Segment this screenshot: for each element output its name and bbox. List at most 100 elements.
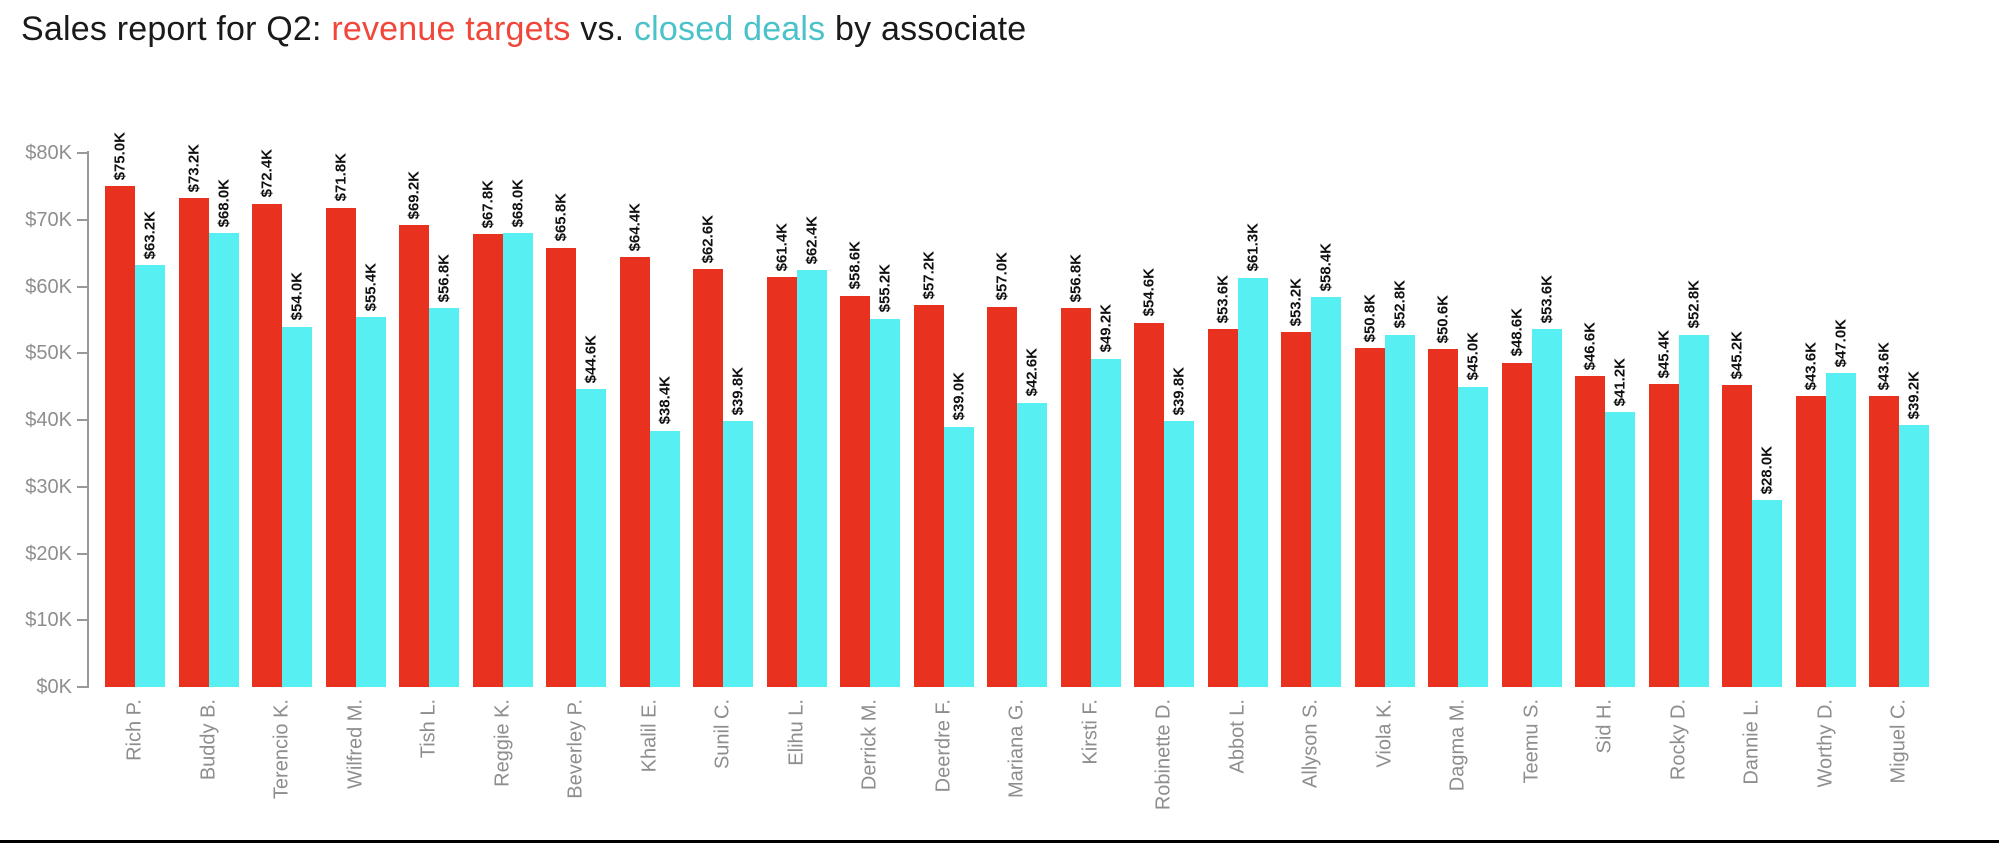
x-axis-label: Tish L.: [417, 699, 440, 759]
bar-value-label: $65.8K: [552, 193, 570, 242]
bar-value-label: $55.4K: [362, 262, 379, 312]
bar-value-label: $61.4K: [773, 222, 790, 272]
y-axis-tick: [77, 552, 88, 555]
bar-revenue-target: $75.0K: [105, 132, 135, 687]
bar-closed-deal: $42.6K: [1017, 348, 1047, 687]
title-segment: revenue targets: [331, 10, 571, 48]
bar-closed-deal: $68.0K: [502, 179, 533, 687]
bar-revenue-target: $48.6K: [1501, 308, 1532, 687]
bar-revenue-target: $50.6K: [1428, 295, 1458, 687]
bar-value-label: $52.8K: [1391, 280, 1408, 329]
x-axis-label: Robinette D.: [1152, 699, 1175, 811]
bar-revenue-target: $62.6K: [693, 215, 723, 687]
bar-value-label: $45.2K: [1728, 330, 1746, 380]
bottom-border-line: [0, 840, 1999, 843]
bar-revenue-target: $43.6K: [1795, 342, 1826, 687]
y-axis-tick-label: $10K: [25, 609, 72, 632]
bar-value-label: $69.2K: [405, 170, 423, 220]
bar-revenue-target: $64.4K: [619, 203, 650, 687]
bar-group: $45.2K $28.0K Dannie L.: [1722, 153, 1782, 785]
bar-value-label: $39.0K: [950, 372, 967, 421]
bar-group: $56.8K $49.2K Kirsti F.: [1060, 153, 1121, 765]
bar-group: $46.6K $41.2K Sid H.: [1575, 153, 1635, 753]
bar-closed-deal: $39.2K: [1899, 371, 1929, 687]
x-axis-label: Wilfred M.: [344, 699, 366, 789]
bar-group: $50.6K $45.0K Dagma M.: [1428, 153, 1488, 791]
y-axis-tick-label: $70K: [25, 208, 72, 231]
y-axis-tick: [77, 218, 88, 221]
bar-group: $50.8K $52.8K Viola K.: [1354, 153, 1415, 768]
y-axis-tick-label: $80K: [25, 142, 72, 164]
bar-value-label: $57.2K: [920, 250, 937, 300]
bar-value-label: $53.6K: [1214, 274, 1231, 324]
y-axis-tick-label: $60K: [25, 275, 72, 298]
bar-closed-deal: $68.0K: [208, 179, 239, 687]
bar-closed-deal: $53.6K: [1531, 275, 1562, 687]
x-axis-label: Sunil C.: [711, 699, 734, 770]
x-axis-label: Khalil E.: [638, 699, 660, 773]
bar-value-label: $53.6K: [1538, 274, 1555, 324]
bar-group: $72.4K $54.0K Terencio K.: [252, 149, 312, 799]
bar-value-label: $53.2K: [1287, 277, 1305, 326]
y-axis-tick-label: $20K: [25, 542, 72, 565]
bar-closed-deal: $58.4K: [1311, 243, 1341, 687]
bar-group: $71.8K $55.4K Wilfred M.: [325, 153, 386, 789]
x-axis-label: Viola K.: [1373, 699, 1395, 768]
bar-group: $73.2K $68.0K Buddy B.: [178, 144, 239, 780]
x-axis-label: Terencio K.: [270, 699, 293, 800]
bar-value-label: $39.8K: [729, 366, 747, 416]
y-axis-tick: [77, 285, 88, 288]
bar-revenue-target: $73.2K: [178, 144, 209, 687]
bar-revenue-target: $72.4K: [252, 149, 282, 687]
bar-value-label: $71.8K: [332, 153, 349, 202]
y-axis-line: [87, 151, 89, 688]
bar-value-label: $50.6K: [1434, 294, 1452, 344]
bar-closed-deal: $56.8K: [429, 254, 459, 687]
bar-value-label: $67.8K: [479, 180, 496, 229]
bar-value-label: $42.6K: [1023, 348, 1041, 397]
x-axis-label: Buddy B.: [197, 699, 219, 781]
x-axis-label: Abbot L.: [1226, 699, 1248, 774]
bar-closed-deal: $52.8K: [1384, 280, 1415, 687]
x-axis-label: Mariana G.: [1005, 699, 1028, 798]
bar-value-label: $64.4K: [626, 202, 643, 252]
bar-revenue-target: $43.6K: [1869, 342, 1899, 687]
bar-revenue-target: $53.6K: [1207, 275, 1238, 687]
bar-revenue-target: $46.6K: [1575, 322, 1605, 687]
title-segment: Sales report for Q2:: [21, 10, 332, 48]
bar-revenue-target: $53.2K: [1281, 278, 1311, 687]
bar-group: $43.6K $39.2K Miguel C.: [1869, 153, 1929, 783]
bar-closed-deal: $63.2K: [135, 211, 165, 687]
bar-value-label: $62.6K: [699, 214, 717, 264]
bar-value-label: $43.6K: [1875, 341, 1893, 390]
chart-title: Sales report for Q2: revenue targets vs.…: [21, 10, 1026, 49]
y-axis-tick-label: $40K: [25, 409, 72, 431]
bar-value-label: $50.8K: [1361, 293, 1378, 342]
bar-value-label: $62.4K: [803, 216, 820, 265]
bar-value-label: $57.0K: [993, 252, 1011, 301]
x-axis-label: Teemu S.: [1520, 699, 1542, 784]
bar-closed-deal: $61.3K: [1237, 223, 1268, 687]
bar-closed-deal: $39.0K: [943, 372, 974, 687]
bar-value-label: $56.8K: [435, 253, 453, 302]
title-segment: vs.: [570, 10, 634, 48]
bar-group: $54.6K $39.8K Robinette D.: [1134, 153, 1194, 810]
bar-revenue-target: $58.6K: [840, 241, 870, 687]
bar-value-label: $39.8K: [1170, 366, 1188, 416]
bar-group: $53.6K $61.3K Abbot L.: [1207, 153, 1268, 774]
y-axis-tick: [77, 419, 88, 421]
bar-value-label: $45.4K: [1655, 329, 1672, 378]
x-axis-label: Deerdre F.: [932, 699, 954, 793]
bar-closed-deal: $54.0K: [282, 272, 312, 687]
bar-value-label: $73.2K: [185, 144, 202, 193]
bar-value-label: $68.0K: [215, 178, 232, 228]
title-segment: closed deals: [633, 10, 826, 48]
bar-value-label: $43.6K: [1802, 341, 1819, 390]
x-axis-label: Dannie L.: [1740, 699, 1763, 785]
bar-value-label: $41.2K: [1611, 357, 1629, 406]
bar-revenue-target: $57.0K: [987, 252, 1017, 687]
bar-closed-deal: $55.2K: [870, 264, 900, 687]
bar-revenue-target: $54.6K: [1134, 268, 1164, 687]
bar-value-label: $28.0K: [1758, 445, 1776, 495]
